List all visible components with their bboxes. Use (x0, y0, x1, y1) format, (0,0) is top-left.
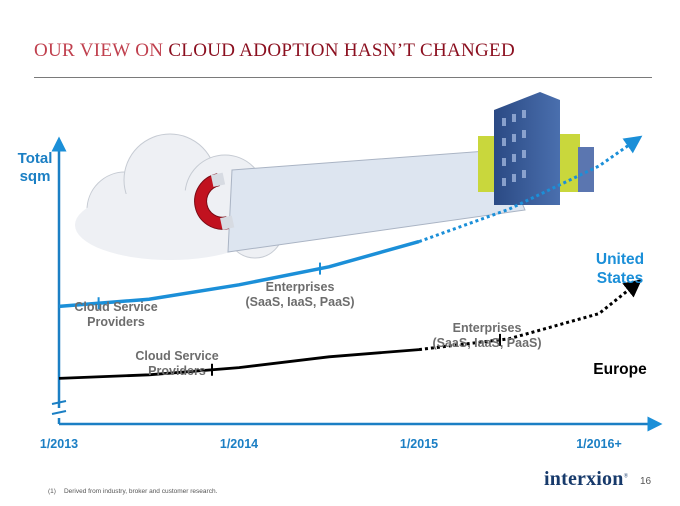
title-divider (34, 77, 652, 78)
us-phase2-annotation: Enterprises (SaaS, IaaS, PaaS) (245, 280, 355, 309)
slide-title: OUR VIEW ON CLOUD ADOPTION HASN’T CHANGE… (34, 40, 515, 62)
us-phase1-annotation: Cloud Service Providers (74, 300, 158, 329)
axis-break-top (51, 400, 67, 405)
magnet-icon (194, 172, 235, 230)
title-prefix: OUR VIEW ON (34, 40, 164, 61)
footnote-mark: (1) (48, 488, 56, 495)
data-center-buildings-icon (478, 92, 594, 205)
interxion-logo: interxion® (544, 468, 628, 491)
europe-series-solid-line (58, 348, 420, 380)
eu-phase2-annotation: Enterprises (SaaS, IaaS, PaaS) (432, 321, 542, 350)
footnote: (1) Derived from industry, broker and cus… (48, 488, 217, 495)
cloud-adoption-illustration (75, 92, 594, 260)
europe-series-label: Europe (593, 361, 647, 378)
chart-axes (51, 136, 663, 432)
us-series-solid-line (58, 239, 420, 309)
x-tick-2016: 1/2016+ (576, 437, 622, 451)
footnote-text: Derived from industry, broker and custom… (63, 488, 218, 495)
title-main: CLOUD ADOPTION HASN’T CHANGED (168, 40, 515, 61)
us-series-projection-line (418, 135, 643, 244)
x-tick-2013: 1/2013 (39, 437, 79, 451)
y-axis-label: Total sqm (17, 150, 53, 185)
eu-phase1-annotation: Cloud Service Providers (135, 349, 219, 378)
x-tick-2015: 1/2015 (399, 437, 439, 451)
logo-mark: ® (623, 473, 629, 480)
x-tick-2014: 1/2014 (219, 437, 259, 451)
series-layer (58, 135, 643, 380)
page-number: 16 (640, 476, 652, 487)
logo-text: interxion (544, 468, 624, 490)
us-series-label: United States (595, 251, 645, 287)
axis-break-bottom (51, 410, 67, 415)
